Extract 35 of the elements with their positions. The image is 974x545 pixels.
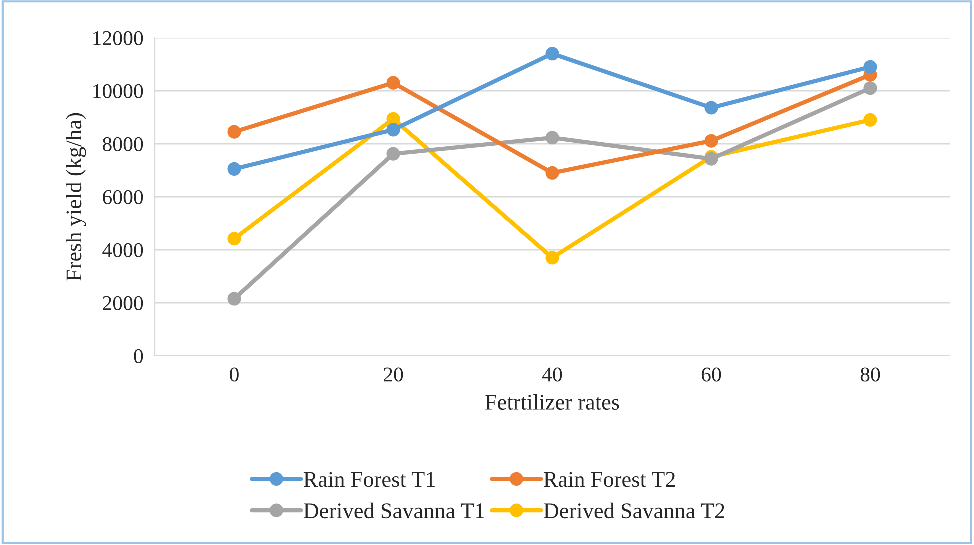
y-tick-label: 12000 bbox=[94, 31, 144, 46]
y-tick-label: 2000 bbox=[103, 296, 144, 310]
point bbox=[704, 134, 718, 148]
y-tick-label: 10000 bbox=[94, 84, 144, 98]
x-tick-label: 0 bbox=[230, 368, 239, 382]
y-tick-label: 6000 bbox=[103, 190, 144, 204]
legend-label: Derived Savanna T1 bbox=[304, 502, 484, 519]
legend-label: Rain Forest T1 bbox=[304, 472, 435, 488]
x-axis-title: Fetrtilizer rates bbox=[486, 394, 620, 410]
point bbox=[386, 112, 400, 126]
point bbox=[546, 166, 560, 180]
y-tick-label: 4000 bbox=[102, 243, 144, 258]
legend-label: Rain Forest T2 bbox=[544, 472, 676, 488]
point bbox=[546, 251, 560, 265]
y-tick-label: 0 bbox=[134, 349, 144, 364]
point bbox=[386, 76, 400, 90]
x-tick-label: 60 bbox=[702, 368, 722, 382]
point bbox=[228, 162, 242, 176]
x-tick-label: 20 bbox=[384, 368, 404, 382]
y-axis-title: Fresh yield (kg/ha) bbox=[66, 113, 86, 281]
y-tick-label: 8000 bbox=[103, 137, 144, 152]
legend-label: Derived Savanna T2 bbox=[544, 502, 724, 519]
x-tick-label: 40 bbox=[542, 368, 562, 382]
point bbox=[864, 113, 878, 127]
point bbox=[228, 125, 242, 139]
point bbox=[386, 147, 400, 161]
point bbox=[546, 47, 560, 61]
point bbox=[386, 123, 400, 137]
x-tick-label: 80 bbox=[860, 368, 880, 382]
point bbox=[864, 60, 878, 74]
point bbox=[864, 82, 878, 96]
point bbox=[704, 101, 718, 115]
point bbox=[546, 131, 560, 145]
point bbox=[228, 292, 242, 306]
point bbox=[228, 232, 242, 246]
